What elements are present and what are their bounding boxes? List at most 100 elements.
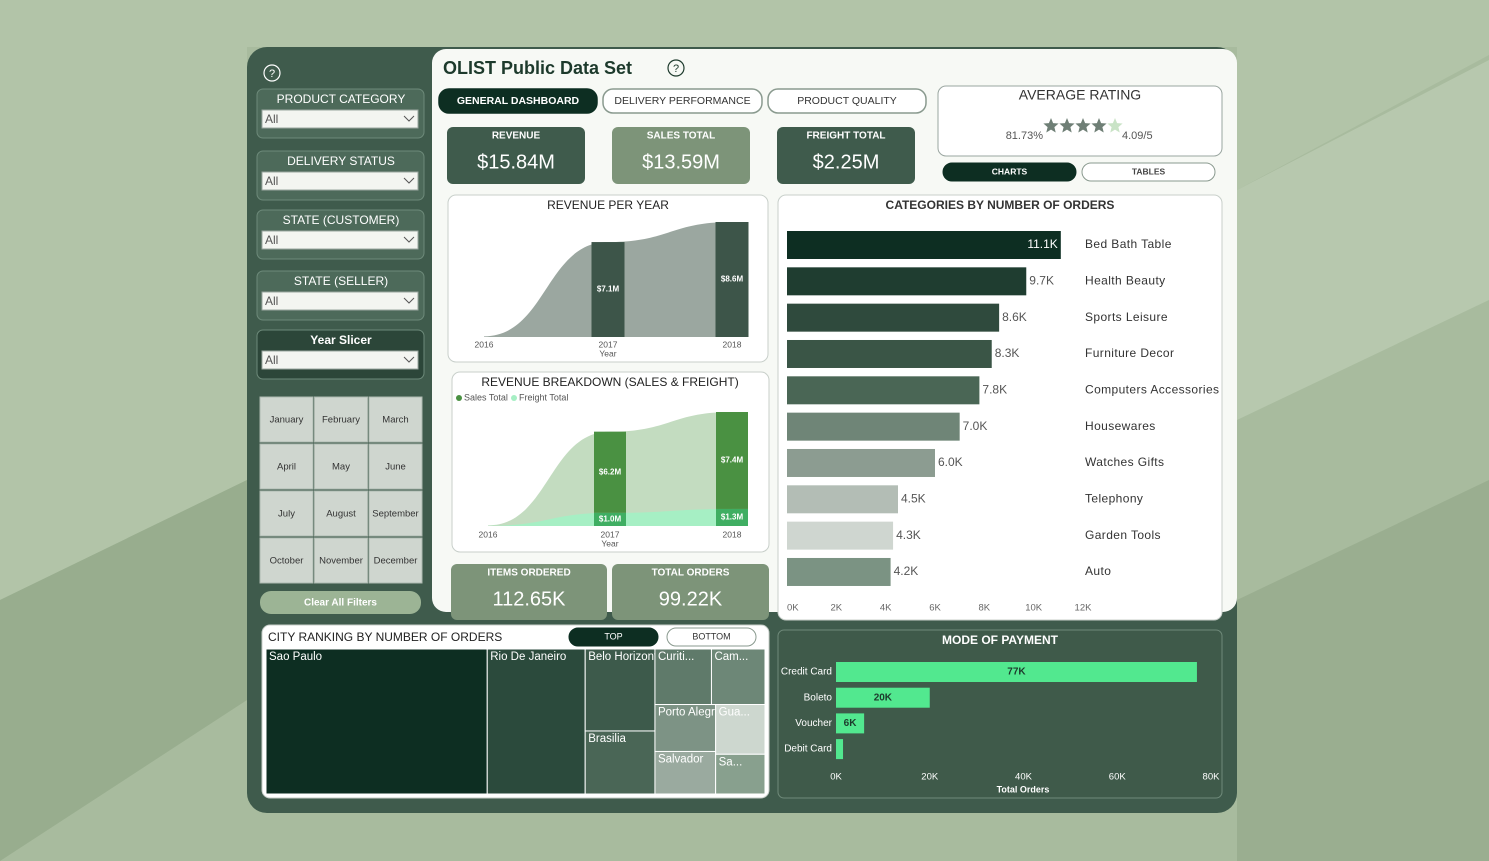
help-icon-text: ? <box>673 63 679 75</box>
city-toggle-label: BOTTOM <box>692 631 730 641</box>
bar <box>787 231 1061 259</box>
value-label: $7.4M <box>721 456 744 465</box>
month-label: September <box>372 509 418 520</box>
clear-filters-button[interactable] <box>260 591 421 614</box>
x-tick-label: 12K <box>1075 603 1093 614</box>
nav-button-label: GENERAL DASHBOARD <box>457 95 580 107</box>
background-shape <box>0 480 247 861</box>
value-label: 7.0K <box>963 419 988 433</box>
rating-star <box>1107 118 1123 133</box>
month-button[interactable] <box>368 537 423 584</box>
month-button[interactable] <box>314 490 368 537</box>
month-button[interactable] <box>259 396 314 443</box>
nav-button[interactable] <box>767 88 927 114</box>
x-axis-label: Total Orders <box>997 784 1050 794</box>
month-label: April <box>277 462 296 473</box>
month-button[interactable] <box>314 443 368 490</box>
filter-dropdown[interactable] <box>261 171 419 191</box>
bar <box>787 303 1000 332</box>
filter-dropdown[interactable] <box>261 230 419 250</box>
value-label: $7.1M <box>597 285 620 294</box>
filter-dropdown[interactable] <box>261 109 419 129</box>
x-tick-label: 2018 <box>723 529 742 539</box>
kpi-card <box>447 127 585 184</box>
treemap-label: Brasilia <box>588 733 626 745</box>
treemap-label: Sao Paulo <box>269 651 322 663</box>
treemap-cell <box>654 704 717 752</box>
x-tick-label: 2017 <box>599 339 618 349</box>
month-button[interactable] <box>259 443 314 490</box>
kpi-value: $2.25M <box>813 151 880 173</box>
nav-button[interactable] <box>602 88 763 114</box>
rating-score: 4.09/5 <box>1122 130 1153 142</box>
month-label: July <box>278 509 295 520</box>
month-button[interactable] <box>259 537 314 584</box>
category-label: Bed Bath Table <box>1085 237 1172 251</box>
filter-dropdown[interactable] <box>261 350 419 370</box>
kpi-label: SALES TOTAL <box>647 131 716 142</box>
background-shape <box>1237 60 1489 420</box>
month-button[interactable] <box>368 490 423 537</box>
filter-label: PRODUCT CATEGORY <box>277 92 406 106</box>
value-label: 4.3K <box>896 528 921 542</box>
value-label: $1.3M <box>721 513 744 522</box>
category-label: Sports Leisure <box>1085 310 1168 324</box>
city-toggle[interactable] <box>568 627 659 647</box>
dropdown-chevron <box>403 177 415 184</box>
rating-star <box>1091 118 1107 133</box>
treemap-cell <box>584 730 656 795</box>
help-icon[interactable] <box>263 64 281 82</box>
category-label: Debit Card <box>784 744 832 755</box>
kpi-value: $15.84M <box>477 151 555 173</box>
filter-dropdown[interactable] <box>261 291 419 311</box>
treemap-label: Porto Alegre <box>658 707 721 719</box>
highlight-column <box>715 222 749 337</box>
category-label: Boleto <box>804 692 833 703</box>
help-icon[interactable] <box>667 59 685 77</box>
filter-label: STATE (SELLER) <box>294 274 388 288</box>
bar <box>787 267 1027 296</box>
treemap-cell <box>654 750 717 795</box>
freight-column <box>716 508 748 526</box>
x-tick-label: 4K <box>880 603 892 614</box>
highlight-column <box>591 242 625 337</box>
rating-star <box>1059 118 1075 133</box>
kpi-label: REVENUE <box>492 131 541 142</box>
month-button[interactable] <box>259 490 314 537</box>
filter-label: Year Slicer <box>310 333 372 347</box>
category-label: Auto <box>1085 564 1111 578</box>
kpi-value: 99.22K <box>659 588 723 610</box>
bar <box>787 557 891 586</box>
treemap-cell <box>654 648 712 706</box>
bar <box>787 339 992 368</box>
category-label: Health Beauty <box>1085 274 1166 288</box>
view-toggle-label: CHARTS <box>992 166 1028 176</box>
month-label: February <box>322 415 360 426</box>
month-button[interactable] <box>368 396 423 443</box>
category-label: Garden Tools <box>1085 528 1161 542</box>
value-label: $8.6M <box>721 275 744 284</box>
x-tick-label: 0K <box>830 772 842 783</box>
chart-title: MODE OF PAYMENT <box>942 633 1059 647</box>
value-label: 20K <box>874 692 893 703</box>
dropdown-chevron <box>403 356 415 363</box>
treemap-cell <box>710 648 766 706</box>
bar <box>787 485 898 514</box>
bar <box>836 687 930 708</box>
month-button[interactable] <box>314 396 368 443</box>
x-tick-label: 8K <box>979 603 991 614</box>
category-label: Credit Card <box>781 667 832 678</box>
chart-title: CATEGORIES BY NUMBER OF ORDERS <box>886 198 1115 212</box>
category-label: Watches Gifts <box>1085 455 1164 469</box>
nav-button[interactable] <box>438 88 598 114</box>
month-label: August <box>326 509 356 520</box>
x-tick-label: 60K <box>1109 772 1127 783</box>
city-toggle[interactable] <box>666 627 757 647</box>
background-shape <box>1237 480 1489 861</box>
view-toggle[interactable] <box>942 162 1077 182</box>
view-toggle[interactable] <box>1081 162 1216 182</box>
x-tick-label: 20K <box>921 772 939 783</box>
month-button[interactable] <box>314 537 368 584</box>
month-button[interactable] <box>368 443 423 490</box>
